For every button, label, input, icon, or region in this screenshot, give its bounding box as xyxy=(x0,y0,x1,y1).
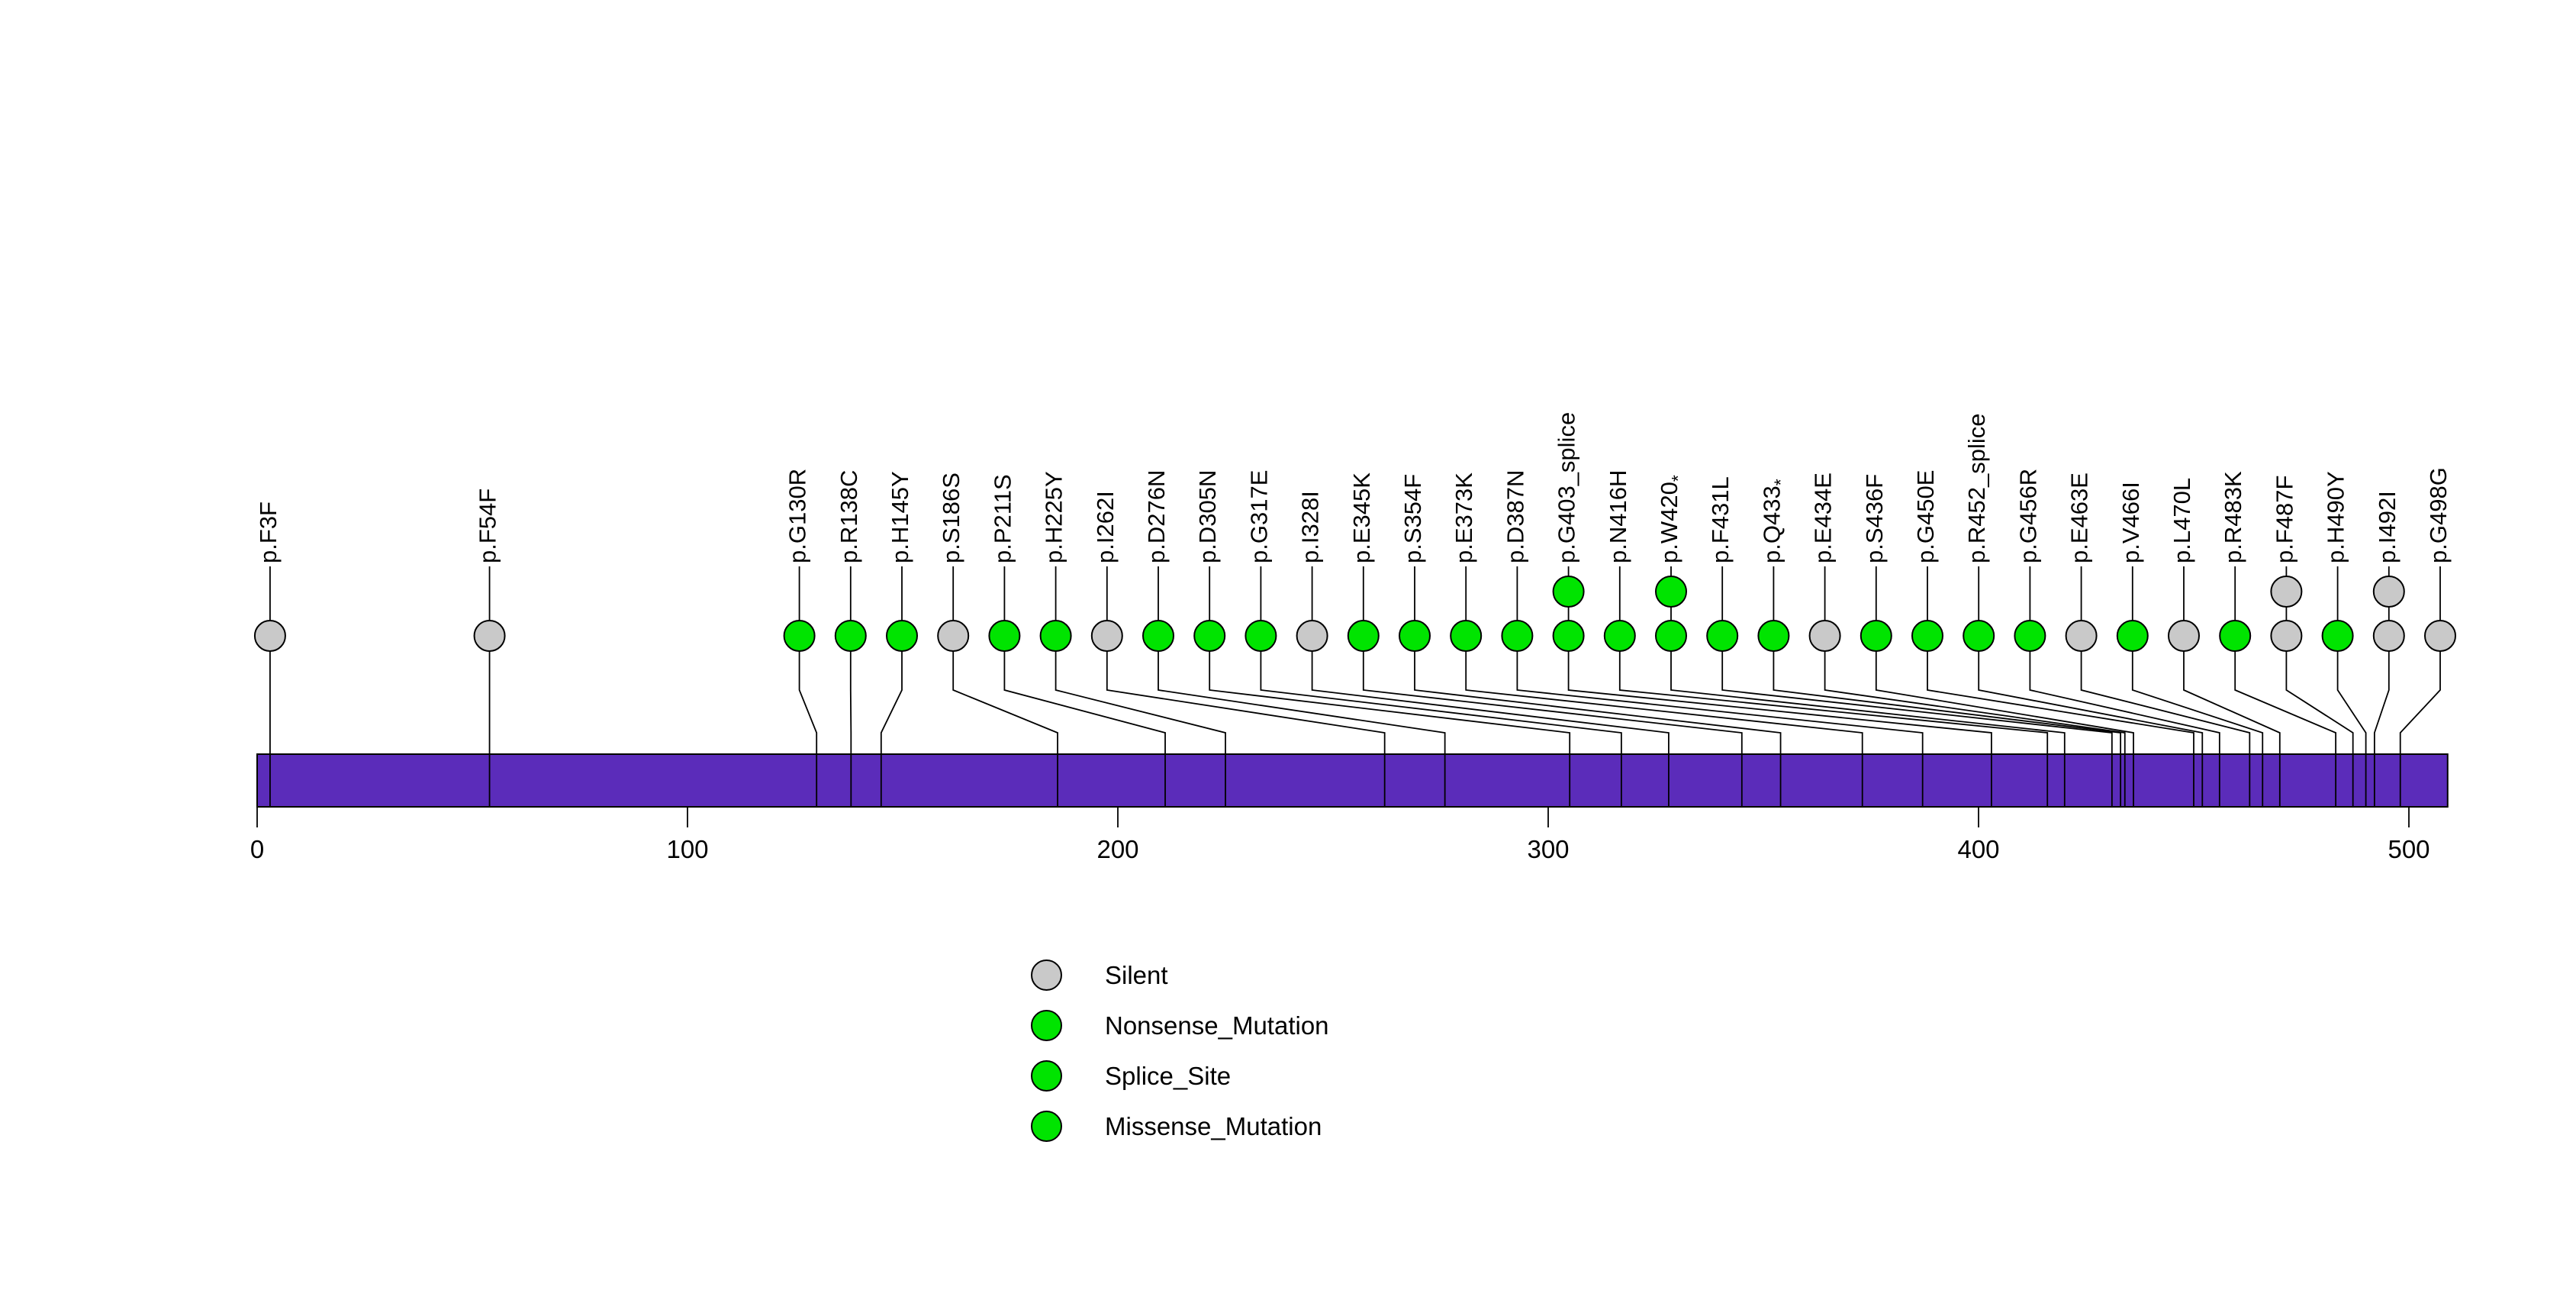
mutation-circle xyxy=(988,620,1021,652)
mutation-circle xyxy=(2270,576,2303,608)
mutation-circle xyxy=(1347,620,1380,652)
mutation-label: p.G130R xyxy=(784,469,811,563)
mutation-circle xyxy=(1706,620,1739,652)
mutation-circle xyxy=(1552,620,1585,652)
mutation-circle xyxy=(937,620,970,652)
axis-tick-label: 200 xyxy=(1096,835,1138,863)
mutation-circle xyxy=(1757,620,1790,652)
mutation-circle xyxy=(1193,620,1226,652)
mutation-circle xyxy=(2219,620,2252,652)
legend-label: Silent xyxy=(1105,960,1168,989)
mutation-circle xyxy=(2321,620,2354,652)
mutation-label: p.R483K xyxy=(2220,471,2246,563)
mutation-circle xyxy=(2116,620,2149,652)
splice-swatch-icon xyxy=(1031,1060,1062,1092)
mutation-circle xyxy=(1142,620,1174,652)
mutation-circle xyxy=(1603,620,1636,652)
mutation-label: p.D387N xyxy=(1502,470,1528,563)
mutation-circle xyxy=(886,620,918,652)
mutation-label: p.G456R xyxy=(2014,469,2041,563)
mutation-label: p.G403_splice xyxy=(1554,412,1580,563)
silent-swatch-icon xyxy=(1031,959,1062,991)
nonsense-swatch-icon xyxy=(1031,1010,1062,1041)
mutation-label: p.V466I xyxy=(2117,482,2144,563)
mutation-circle xyxy=(1860,620,1892,652)
mutation-circle xyxy=(1399,620,1431,652)
legend: Silent Nonsense_Mutation Splice_Site Mis… xyxy=(1031,959,1329,1161)
mutation-label: p.Q433* xyxy=(1758,479,1790,563)
mutation-label: p.F3F xyxy=(255,501,282,563)
axis-tick-label: 500 xyxy=(2388,835,2429,863)
mutation-label: p.L470L xyxy=(2169,478,2195,563)
mutation-label: p.P211S xyxy=(989,474,1016,563)
mutation-circle xyxy=(253,620,286,652)
legend-label: Splice_Site xyxy=(1105,1061,1232,1090)
legend-label: Missense_Mutation xyxy=(1105,1111,1322,1140)
mutation-circle xyxy=(2372,620,2405,652)
mutation-label: p.E373K xyxy=(1451,472,1477,563)
mutation-label: p.I492I xyxy=(2374,491,2401,563)
mutation-label: p.S354F xyxy=(1399,474,1426,563)
mutation-circle xyxy=(1655,620,1687,652)
mutation-label: p.R138C xyxy=(836,470,862,563)
mutation-circle xyxy=(2168,620,2200,652)
mutation-circle xyxy=(473,620,506,652)
legend-item-missense-mutation: Missense_Mutation xyxy=(1031,1111,1329,1142)
mutation-label: p.E434E xyxy=(1810,472,1837,563)
mutation-connector xyxy=(849,566,852,807)
mutation-label: p.S436F xyxy=(1861,474,1888,563)
mutation-label: p.H490Y xyxy=(2323,471,2349,563)
mutation-label: p.S186S xyxy=(938,472,964,563)
protein-bar xyxy=(256,753,2449,808)
mutation-label: p.F487F xyxy=(2271,476,2297,563)
mutation-label: p.F431L xyxy=(1707,476,1734,563)
mutation-circle xyxy=(2372,576,2405,608)
mutation-label: p.H145Y xyxy=(887,471,913,563)
mutation-label: p.G450E xyxy=(1912,470,1939,563)
mutation-label: p.H225Y xyxy=(1041,471,1067,563)
mutation-label: p.R452_splice xyxy=(1963,414,1990,563)
mutation-circle xyxy=(1963,620,1995,652)
legend-item-nonsense-mutation: Nonsense_Mutation xyxy=(1031,1010,1329,1041)
axis-tick-label: 400 xyxy=(1957,835,1999,863)
mutation-label: p.G498G xyxy=(2425,467,2452,563)
mutation-label: p.I328I xyxy=(1297,491,1324,563)
mutation-circle xyxy=(1552,576,1585,608)
mutation-label: p.E345K xyxy=(1348,472,1375,563)
mutation-circle xyxy=(2065,620,2098,652)
mutation-circle xyxy=(2424,620,2456,652)
axis-tick-label: 300 xyxy=(1527,835,1569,863)
legend-item-splice-site: Splice_Site xyxy=(1031,1060,1329,1092)
mutation-label: p.E463E xyxy=(2066,472,2093,563)
mutation-label: p.D276N xyxy=(1143,470,1170,563)
mutation-circle xyxy=(1296,620,1328,652)
mutation-label: p.N416H xyxy=(1605,470,1631,563)
missense-swatch-icon xyxy=(1031,1111,1062,1142)
legend-item-silent: Silent xyxy=(1031,959,1329,991)
legend-label: Nonsense_Mutation xyxy=(1105,1011,1329,1040)
mutation-circle xyxy=(1450,620,1483,652)
mutation-circle xyxy=(783,620,816,652)
mutation-circle xyxy=(2270,620,2303,652)
mutation-circle xyxy=(2014,620,2046,652)
mutation-circle xyxy=(1911,620,1943,652)
mutation-circle xyxy=(1501,620,1534,652)
mutation-circle xyxy=(1808,620,1841,652)
axis-tick-label: 100 xyxy=(666,835,708,863)
mutation-label: p.F54F xyxy=(475,489,501,563)
mutation-circle xyxy=(1655,576,1687,608)
mutation-circle xyxy=(1090,620,1123,652)
mutation-circle xyxy=(1245,620,1277,652)
axis-tick-label: 0 xyxy=(250,835,264,863)
mutation-circle xyxy=(834,620,867,652)
mutation-label: p.G317E xyxy=(1245,470,1272,563)
mutation-label: p.D305N xyxy=(1194,470,1221,563)
mutation-label: p.I262I xyxy=(1092,491,1119,563)
mutation-label: p.W420* xyxy=(1656,475,1688,563)
mutation-circle xyxy=(1039,620,1072,652)
